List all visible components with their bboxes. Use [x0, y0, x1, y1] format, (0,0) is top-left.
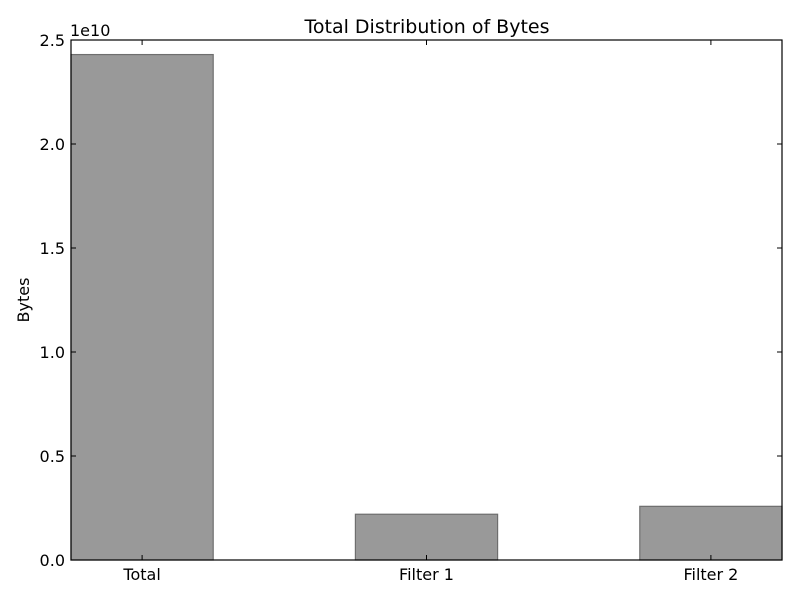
y-tick-label: 0.5	[40, 447, 65, 466]
y-tick-label: 1.0	[40, 343, 65, 362]
bar-total	[70, 53, 214, 561]
x-ticks-group: Total Filter 1 Filter 2	[122, 40, 738, 584]
bars-group	[70, 53, 783, 561]
y-tick-label: 0.0	[40, 551, 65, 570]
y-axis-label: Bytes	[14, 278, 33, 323]
y-ticks-group: 0.0 0.5 1.0 1.5 2.0 2.5	[40, 31, 782, 570]
bar-filter-1	[354, 513, 499, 561]
bar-filter-2	[639, 505, 783, 561]
y-tick-label: 1.5	[40, 239, 65, 258]
y-tick-label: 2.5	[40, 31, 65, 50]
y-offset-label: 1e10	[70, 21, 110, 40]
x-tick-label: Filter 2	[683, 565, 738, 584]
chart-title: Total Distribution of Bytes	[304, 16, 550, 38]
y-tick-label: 2.0	[40, 135, 65, 154]
x-tick-label: Filter 1	[399, 565, 454, 584]
x-tick-label: Total	[122, 565, 160, 584]
plot-frame	[70, 39, 783, 561]
